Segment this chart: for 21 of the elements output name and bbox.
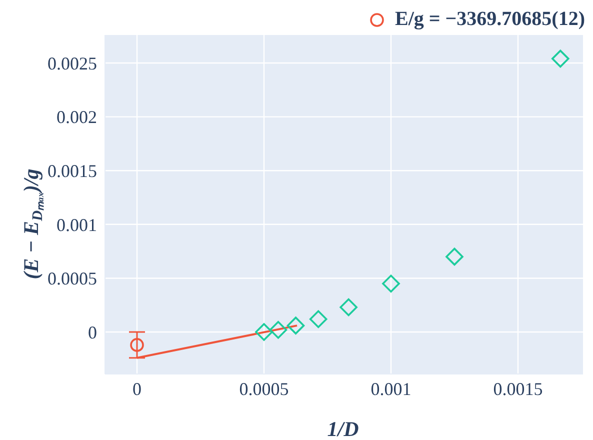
point	[269, 320, 288, 339]
y-tick-label: 0.001	[56, 214, 97, 235]
y-tick-label: 0.0005	[48, 268, 97, 289]
point	[255, 323, 273, 341]
y-tick-label: 0.0025	[48, 53, 97, 74]
point	[286, 316, 305, 334]
point	[551, 50, 570, 68]
point	[340, 298, 358, 316]
point	[446, 248, 464, 266]
y-tick-label: 0.0015	[48, 160, 97, 181]
x-tick-label: 0	[132, 378, 142, 399]
y-tick-label: 0	[88, 322, 97, 342]
x-tick-label: 0.0005	[239, 378, 289, 399]
point	[382, 274, 400, 292]
point	[309, 310, 328, 328]
x-axis-title: 1/D	[327, 417, 359, 440]
x-tick-label: 0.001	[370, 378, 412, 399]
point	[130, 338, 144, 352]
x-tick-label: 0.0015	[493, 378, 543, 399]
legend-label: E/g = −3369.70685(12)	[394, 8, 585, 31]
y-tick-label: 0.002	[56, 107, 97, 128]
